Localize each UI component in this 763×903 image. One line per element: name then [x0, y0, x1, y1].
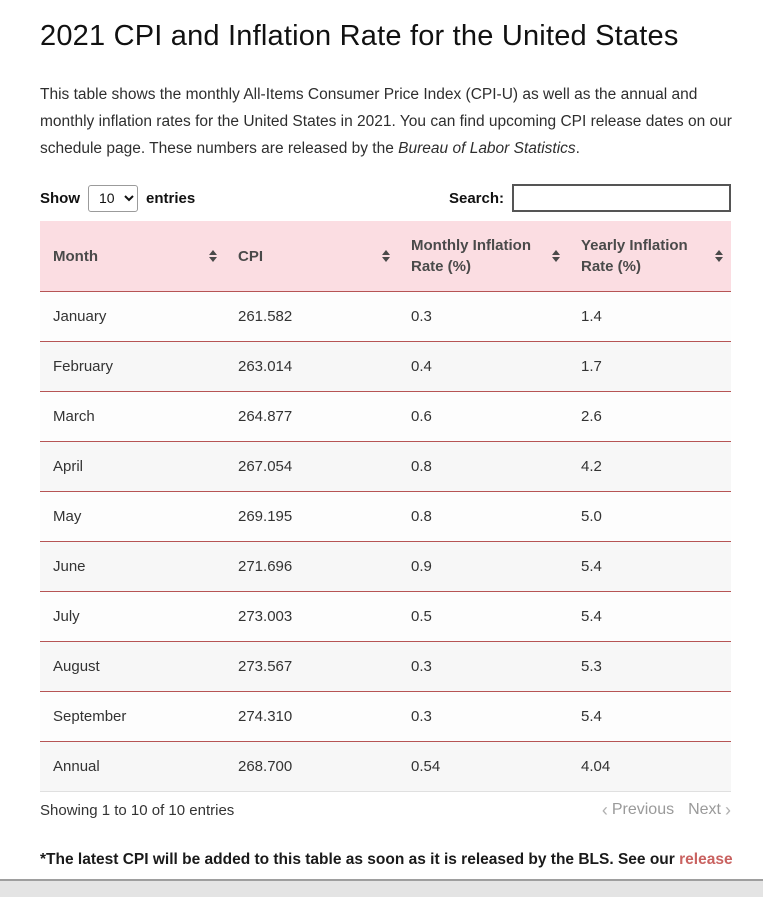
intro-italic-text: Bureau of Labor Statistics — [398, 140, 576, 157]
search-control: Search: — [449, 184, 731, 212]
intro-paragraph: This table shows the monthly All-Items C… — [40, 81, 735, 162]
table-cell: 0.8 — [398, 441, 568, 492]
table-row: August 273.567 0.3 5.3 — [40, 641, 731, 692]
table-cell: January — [40, 291, 225, 342]
table-cell: September — [40, 691, 225, 742]
table-row: April 267.054 0.8 4.2 — [40, 441, 731, 492]
sort-icon — [552, 250, 560, 262]
entries-length-control: Show 10 entries — [40, 184, 196, 212]
table-cell: 0.6 — [398, 391, 568, 442]
table-controls: Show 10 entries Search: — [40, 184, 731, 212]
next-section-edge — [0, 879, 763, 897]
table-row: June 271.696 0.9 5.4 — [40, 541, 731, 592]
table-cell: 264.877 — [225, 391, 398, 442]
table-cell: 4.04 — [568, 741, 731, 792]
chevron-left-icon: ‹ — [601, 800, 608, 820]
column-header-label: Month — [53, 247, 98, 265]
search-input[interactable] — [512, 184, 731, 212]
table-cell: 0.9 — [398, 541, 568, 592]
table-row: Annual 268.700 0.54 4.04 — [40, 741, 731, 792]
table-row: September 274.310 0.3 5.4 — [40, 691, 731, 742]
table-cell: 261.582 — [225, 291, 398, 342]
table-cell: February — [40, 341, 225, 392]
column-header[interactable]: Monthly Inflation Rate (%) — [398, 221, 568, 292]
table-cell: 263.014 — [225, 341, 398, 392]
table-cell: 4.2 — [568, 441, 731, 492]
table-cell: 5.4 — [568, 541, 731, 592]
page-length-select[interactable]: 10 — [88, 184, 138, 212]
page-title: 2021 CPI and Inflation Rate for the Unit… — [40, 20, 679, 52]
table-cell: 1.7 — [568, 341, 731, 392]
table-cell: 0.54 — [398, 741, 568, 792]
table-cell: 5.4 — [568, 691, 731, 742]
footnote-text-before: *The latest CPI will be added to this ta… — [40, 851, 680, 868]
showing-entries-info: Showing 1 to 10 of 10 entries — [40, 801, 235, 819]
header-row: Month CPI Monthly Inflation Rate (%) Yearly… — [40, 221, 731, 292]
table-cell: July — [40, 591, 225, 642]
table-cell: 2.6 — [568, 391, 731, 442]
table-row: May 269.195 0.8 5.0 — [40, 491, 731, 542]
table-cell: 0.3 — [398, 291, 568, 342]
table-cell: 269.195 — [225, 491, 398, 542]
table-cell: June — [40, 541, 225, 592]
table-cell: 0.5 — [398, 591, 568, 642]
column-header[interactable]: Yearly Inflation Rate (%) — [568, 221, 731, 292]
sort-icon — [715, 250, 723, 262]
search-label: Search: — [448, 189, 504, 207]
chevron-right-icon: › — [725, 800, 731, 820]
column-header[interactable]: CPI — [225, 221, 398, 292]
table-cell: 5.0 — [568, 491, 731, 542]
table-cell: 5.3 — [568, 641, 731, 692]
table-cell: 5.4 — [568, 591, 731, 642]
table-cell: Annual — [40, 741, 225, 792]
sort-icon — [209, 250, 217, 262]
table-cell: August — [40, 641, 225, 692]
table-cell: March — [40, 391, 225, 442]
table-cell: 267.054 — [225, 441, 398, 492]
previous-button[interactable]: ‹ Previous — [602, 801, 674, 819]
table-cell: 268.700 — [225, 741, 398, 792]
column-header-label: CPI — [238, 247, 264, 265]
table-cell: 0.4 — [398, 341, 568, 392]
column-header-label: Monthly Inflation Rate (%) — [411, 237, 531, 275]
previous-label: Previous — [611, 801, 675, 818]
table-row: March 264.877 0.6 2.6 — [40, 391, 731, 442]
column-header[interactable]: Month — [40, 221, 225, 292]
entries-label: entries — [146, 189, 196, 207]
table-cell: 1.4 — [568, 291, 731, 342]
table-cell: 0.8 — [398, 491, 568, 542]
next-label: Next — [688, 801, 721, 818]
table-cell: April — [40, 441, 225, 492]
show-label: Show — [40, 189, 80, 207]
table-row: July 273.003 0.5 5.4 — [40, 591, 731, 642]
cpi-table: Month CPI Monthly Inflation Rate (%) Yearly… — [40, 221, 731, 792]
table-cell: 0.3 — [398, 691, 568, 742]
table-cell: May — [40, 491, 225, 542]
pagination: ‹ Previous Next › — [602, 801, 731, 819]
table-body: January 261.582 0.3 1.4 February 263.014 0.4 1.… — [40, 291, 731, 792]
sort-icon — [382, 250, 390, 262]
table-header: Month CPI Monthly Inflation Rate (%) Yearly… — [40, 221, 731, 292]
table-cell: 273.003 — [225, 591, 398, 642]
next-button[interactable]: Next › — [688, 801, 731, 819]
table-row: February 263.014 0.4 1.7 — [40, 341, 731, 392]
table-footer: Showing 1 to 10 of 10 entries ‹ Previous … — [40, 792, 731, 819]
intro-period: . — [575, 140, 580, 157]
table-cell: 274.310 — [225, 691, 398, 742]
table-cell: 271.696 — [225, 541, 398, 592]
intro-text: This table shows the monthly All-Items C… — [40, 86, 732, 157]
table-cell: 273.567 — [225, 641, 398, 692]
column-header-label: Yearly Inflation Rate (%) — [581, 237, 688, 275]
table-cell: 0.3 — [398, 641, 568, 692]
table-row: January 261.582 0.3 1.4 — [40, 291, 731, 342]
